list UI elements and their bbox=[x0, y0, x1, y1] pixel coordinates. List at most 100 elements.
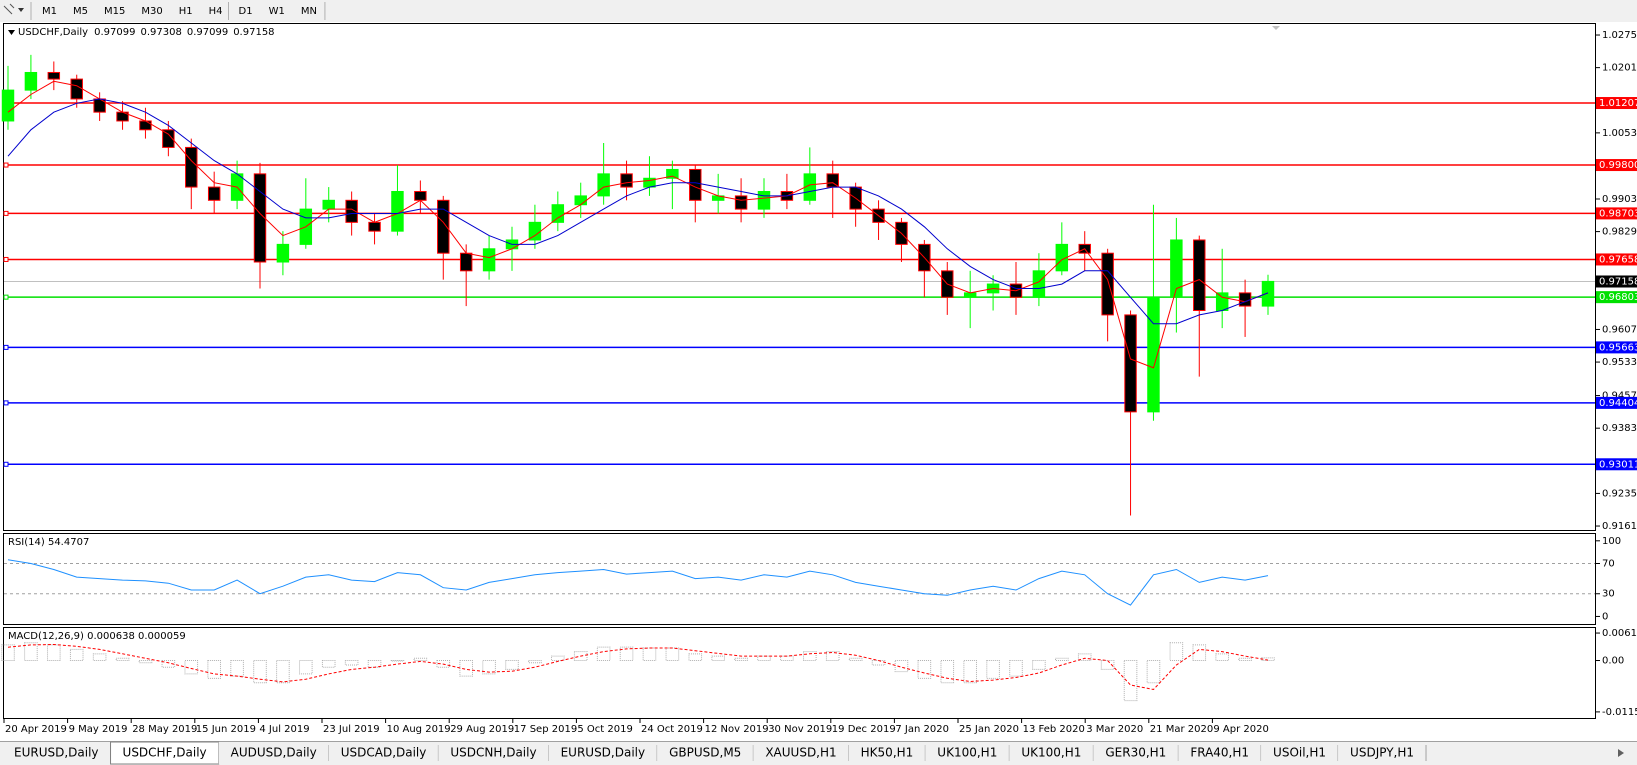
tab[interactable]: USDCNH,Daily bbox=[438, 742, 550, 764]
tab[interactable]: XAUUSD,H1 bbox=[753, 742, 850, 764]
level-handle bbox=[3, 162, 9, 168]
tab-label[interactable]: USDCAD,Daily bbox=[341, 746, 427, 760]
tab[interactable]: HK50,H1 bbox=[848, 742, 926, 764]
candle-body bbox=[1055, 243, 1069, 272]
level-handle bbox=[3, 294, 9, 300]
x-tick-label: 23 Jul 2019 bbox=[323, 724, 380, 735]
tab-background[interactable] bbox=[438, 742, 549, 764]
tab[interactable]: USDCHF,Daily bbox=[110, 741, 220, 765]
tab-background[interactable] bbox=[753, 742, 849, 764]
tab-label[interactable]: EURUSD,Daily bbox=[14, 746, 99, 760]
tab-background[interactable] bbox=[328, 742, 439, 764]
tab-background[interactable] bbox=[1178, 742, 1262, 764]
macd-panel bbox=[3, 627, 1596, 719]
tab-label[interactable]: AUDUSD,Daily bbox=[231, 746, 317, 760]
timeframe-label[interactable]: M15 bbox=[104, 6, 125, 17]
tab-background[interactable] bbox=[548, 742, 658, 764]
tab[interactable]: UK100,H1 bbox=[1009, 742, 1094, 764]
tab[interactable]: EURUSD,Daily bbox=[2, 742, 112, 764]
tab-background[interactable] bbox=[1009, 742, 1094, 764]
candle-body bbox=[276, 243, 290, 263]
timeframe-button[interactable]: H4 bbox=[209, 6, 223, 17]
timeframe-label[interactable]: M5 bbox=[73, 6, 88, 17]
timeframe-label[interactable]: M30 bbox=[141, 6, 162, 17]
timeframe-button[interactable]: M1 bbox=[42, 6, 57, 17]
candle-body bbox=[1124, 314, 1137, 413]
tab-background[interactable] bbox=[1093, 742, 1179, 764]
tab-background[interactable] bbox=[2, 742, 111, 764]
timeframe-label[interactable]: H4 bbox=[209, 6, 223, 17]
tab-background[interactable] bbox=[848, 742, 926, 764]
x-tick-label: 15 Jun 2019 bbox=[196, 724, 256, 735]
timeframe-button[interactable]: W1 bbox=[269, 6, 285, 17]
shift-marker bbox=[1272, 26, 1280, 30]
x-tick-label: 17 Sep 2019 bbox=[514, 724, 577, 735]
tab[interactable]: GBPUSD,M5 bbox=[657, 742, 754, 764]
tab[interactable]: UK100,H1 bbox=[925, 742, 1010, 764]
level-label: 1.01207 bbox=[1599, 98, 1637, 109]
timeframe-label[interactable]: D1 bbox=[239, 6, 253, 17]
macd-bar bbox=[482, 660, 496, 675]
level-handle bbox=[3, 400, 9, 406]
tab-label[interactable]: GER30,H1 bbox=[1105, 746, 1166, 760]
tab-label[interactable]: USDCHF,Daily bbox=[123, 746, 207, 760]
macd-bar bbox=[757, 655, 771, 662]
tab-label[interactable]: GBPUSD,M5 bbox=[669, 746, 741, 760]
tab-label[interactable]: XAUUSD,H1 bbox=[765, 746, 836, 760]
timeframe-button[interactable]: M15 bbox=[104, 6, 125, 17]
timeframe-button[interactable]: H1 bbox=[179, 6, 193, 17]
timeframe-button[interactable]: D1 bbox=[239, 6, 253, 17]
candle-body bbox=[1193, 239, 1206, 311]
timeframe-button[interactable]: MN bbox=[301, 6, 317, 17]
macd-bar bbox=[596, 646, 611, 662]
tab-label[interactable]: USDCNH,Daily bbox=[450, 746, 536, 760]
tab-background[interactable] bbox=[218, 742, 329, 764]
tab-label[interactable]: UK100,H1 bbox=[937, 746, 997, 760]
x-tick-label: 19 Dec 2019 bbox=[832, 724, 896, 735]
candle-body bbox=[1238, 292, 1252, 307]
macd-bar bbox=[436, 660, 451, 668]
timeframe-label[interactable]: M1 bbox=[42, 6, 57, 17]
x-tick-label: 13 Feb 2020 bbox=[1023, 724, 1085, 735]
level-label-box bbox=[1596, 396, 1637, 409]
x-tick-label: 24 Oct 2019 bbox=[641, 724, 703, 735]
macd-bar bbox=[917, 660, 932, 679]
tab-label[interactable]: FRA40,H1 bbox=[1190, 746, 1249, 760]
moving-average bbox=[7, 98, 1269, 325]
tab-label[interactable]: HK50,H1 bbox=[861, 746, 914, 760]
macd-bar bbox=[69, 648, 84, 662]
timeframe-button[interactable]: M5 bbox=[73, 6, 88, 17]
timeframe-button[interactable]: M30 bbox=[141, 6, 162, 17]
tab[interactable]: USOil,H1 bbox=[1261, 742, 1339, 764]
tab-background[interactable] bbox=[657, 742, 754, 764]
tab-label[interactable]: USOil,H1 bbox=[1273, 746, 1326, 760]
tab-label[interactable]: USDJPY,H1 bbox=[1350, 746, 1414, 760]
timeframe-label[interactable]: H1 bbox=[179, 6, 193, 17]
timeframe-label[interactable]: W1 bbox=[269, 6, 285, 17]
macd-bar bbox=[963, 660, 977, 684]
tab[interactable]: EURUSD,Daily bbox=[548, 742, 658, 764]
tab-background[interactable] bbox=[1261, 742, 1339, 764]
tab[interactable]: FRA40,H1 bbox=[1178, 742, 1262, 764]
tab-label[interactable]: UK100,H1 bbox=[1021, 746, 1081, 760]
timeframe-label[interactable]: MN bbox=[301, 6, 317, 17]
level-label-box bbox=[1596, 458, 1637, 471]
macd-bar bbox=[1261, 657, 1275, 662]
tab[interactable]: USDJPY,H1 bbox=[1338, 742, 1427, 764]
macd-bar bbox=[1192, 644, 1207, 662]
tab-background[interactable] bbox=[1338, 742, 1427, 764]
y-tick-label: 1.02750 bbox=[1602, 30, 1637, 41]
tab-background[interactable] bbox=[925, 742, 1010, 764]
tab[interactable]: GER30,H1 bbox=[1093, 742, 1179, 764]
toolbar-icon bbox=[3, 3, 15, 15]
candle-body bbox=[47, 71, 61, 80]
tab[interactable]: USDCAD,Daily bbox=[328, 742, 439, 764]
candle-body bbox=[185, 146, 198, 188]
macd-bar bbox=[390, 660, 405, 662]
tab-label[interactable]: EURUSD,Daily bbox=[561, 746, 646, 760]
tab[interactable]: AUDUSD,Daily bbox=[218, 742, 330, 764]
x-tick-label: 10 Aug 2019 bbox=[387, 724, 451, 735]
rsi-panel bbox=[3, 533, 1596, 625]
macd-bar bbox=[528, 660, 542, 664]
